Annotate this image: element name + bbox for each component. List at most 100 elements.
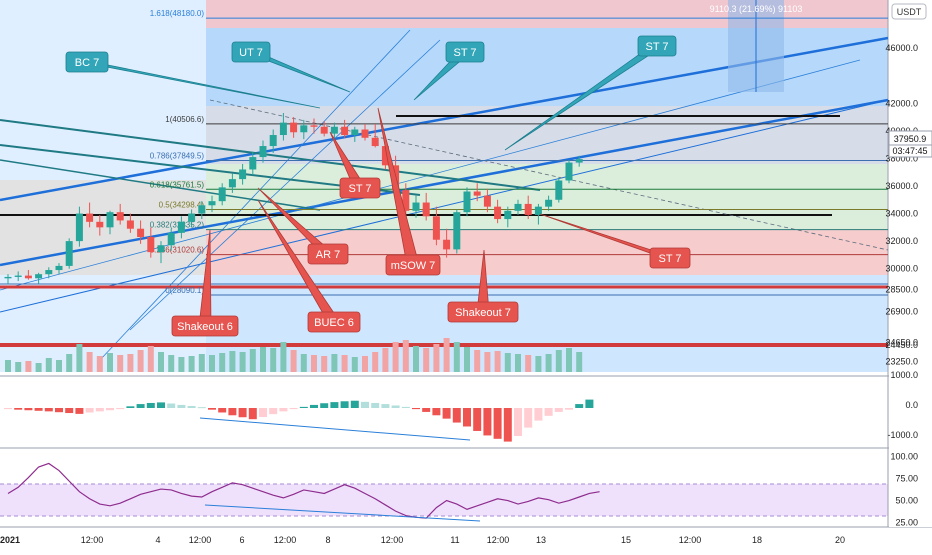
callout-label: ST 7	[348, 183, 371, 195]
candle-body	[555, 180, 563, 200]
fib-label: 0.786(37849.5)	[150, 152, 205, 161]
macd-bar	[95, 408, 104, 412]
volume-bar	[188, 356, 195, 372]
rsi-divergence-line	[204, 504, 481, 522]
volume-bar	[443, 338, 450, 372]
volume-bar	[25, 361, 32, 372]
candle-body	[279, 122, 287, 136]
macd-bar	[544, 408, 553, 416]
volume-bar	[15, 362, 22, 372]
candle-body	[534, 206, 542, 215]
price-tick-label: 23250.0	[885, 357, 918, 367]
volume-bar	[107, 353, 113, 372]
candle-body	[35, 274, 43, 279]
time-tick-label: 12:00	[189, 535, 212, 545]
candle-body	[483, 195, 491, 207]
macd-bar	[4, 408, 12, 410]
price-tick-label: 34000.0	[885, 209, 918, 219]
candle-body	[177, 221, 185, 233]
rsi-line-group	[7, 462, 600, 522]
time-tick-label: 20	[835, 535, 845, 545]
volume-bar	[453, 342, 460, 372]
callout-box	[637, 35, 677, 57]
volume-bar	[413, 346, 419, 372]
volume-bar	[525, 355, 532, 372]
candle-body	[188, 213, 196, 222]
price-tick-label: 24650.0	[885, 337, 918, 347]
macd-bar	[575, 404, 584, 408]
macd-bar	[65, 408, 74, 414]
volume-bar	[576, 352, 583, 372]
candle-body	[116, 212, 124, 221]
volume-bar	[433, 344, 440, 372]
upper-zone-shade	[206, 28, 888, 106]
macd-bar	[106, 408, 114, 411]
macd-bar	[136, 404, 145, 408]
time-tick-label: 12:00	[81, 535, 104, 545]
macd-bar	[371, 402, 380, 408]
volume-bar	[331, 354, 338, 372]
volume-bar	[5, 360, 11, 372]
volume-bar	[545, 354, 552, 372]
price-tick-label: 26900.0	[885, 306, 918, 316]
time-tick-label: 12:00	[274, 535, 297, 545]
volume-bar	[382, 348, 389, 372]
rsi-axis: 100.00 75.00 50.00 25.00	[890, 451, 918, 527]
price-tick-label: 24450.0	[885, 340, 918, 350]
volume-bar	[555, 350, 562, 372]
price-tick-label: 46000.0	[885, 43, 918, 53]
volume-bar	[392, 342, 399, 372]
macd-bar	[126, 406, 135, 408]
candle-body	[463, 191, 471, 213]
volume-bar	[372, 352, 379, 372]
candle-body	[575, 159, 583, 163]
fib-label: 0.5(34298.4)	[159, 200, 205, 209]
price-tick-label: 42000.0	[885, 98, 918, 108]
macd-bar	[146, 402, 155, 408]
macd-bar	[432, 408, 441, 416]
candle-body	[14, 275, 22, 277]
fib-label: 1(40506.6)	[165, 115, 204, 124]
volume-bar	[137, 350, 144, 372]
macd-bar	[299, 406, 308, 408]
candle-body	[381, 146, 389, 166]
time-tick-label: 6	[239, 535, 244, 545]
volume-bar	[209, 355, 215, 372]
candle-body	[249, 157, 257, 170]
callout-box	[231, 41, 271, 63]
macd-bar	[401, 406, 410, 408]
price-tick-label: 38000.0	[885, 153, 918, 163]
candle-body	[514, 203, 522, 211]
callout-box	[339, 177, 381, 199]
candle-body	[443, 239, 451, 250]
macd-bar	[310, 404, 318, 408]
volume-bar	[290, 350, 297, 372]
volume-bar	[402, 340, 409, 372]
teal-line-3	[0, 159, 321, 211]
callout-label: AR 7	[316, 249, 340, 261]
macd-bar	[259, 408, 267, 417]
candle-body	[167, 232, 175, 246]
volume-bar	[86, 352, 93, 372]
macd-bar	[452, 408, 461, 423]
candle-body	[157, 245, 165, 253]
rsi-tick-label: 75.00	[895, 473, 918, 483]
countdown-box	[888, 144, 932, 158]
candle-body	[432, 216, 440, 240]
candle-body	[137, 228, 145, 237]
macd-bar	[177, 404, 186, 408]
volume-bar	[311, 355, 317, 372]
macd-bar	[340, 401, 349, 408]
measure-label: 9110.3 (21.69%) 91103	[710, 4, 803, 14]
fib-label: 0(28090.1)	[165, 286, 204, 295]
currency-badge[interactable]	[891, 3, 927, 20]
time-tick-label: 13	[536, 535, 546, 545]
volume-bar	[280, 342, 287, 372]
volume-bar	[45, 358, 52, 372]
candle-body	[371, 137, 379, 147]
fib-zone-gray	[206, 106, 888, 164]
macd-bar	[157, 402, 165, 408]
macd-bar	[197, 407, 206, 409]
volume-bar	[300, 354, 307, 372]
macd-bar	[473, 408, 482, 431]
